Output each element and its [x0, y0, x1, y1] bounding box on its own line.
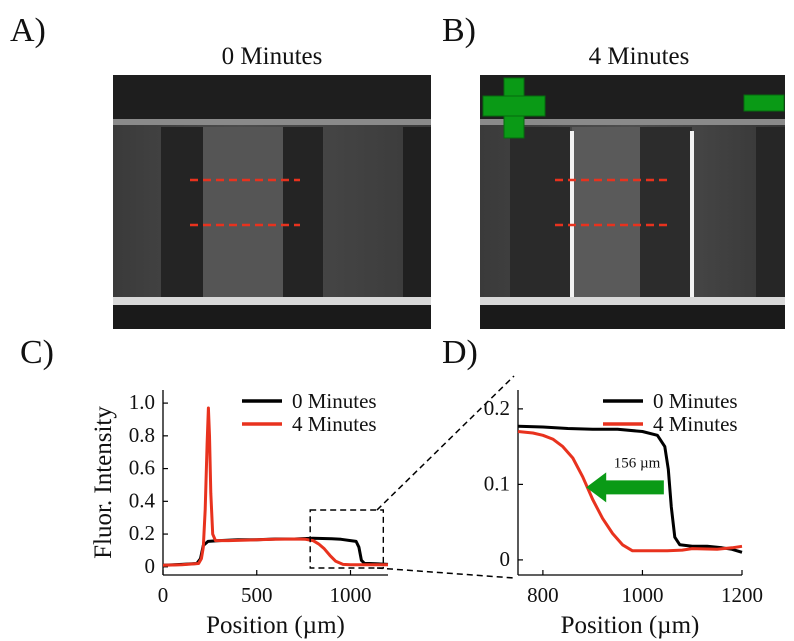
panel-title-b: 4 Minutes [588, 43, 690, 70]
micrograph-0-minutes [113, 75, 431, 329]
panel-letter-b: B) [442, 12, 476, 49]
y-axis-label: Fluor. Intensity [90, 406, 117, 559]
series-line-4-minutes [517, 430, 743, 553]
micrograph-4-minutes [480, 75, 785, 329]
y-tick-label: 0.4 [129, 488, 156, 512]
series-line-0-minutes [517, 424, 743, 554]
shift-label: 156 µm [614, 455, 661, 471]
legend-label: 4 Minutes [653, 412, 738, 436]
panel-title-a: 0 Minutes [221, 43, 323, 70]
legend-label: 0 Minutes [653, 389, 738, 413]
y-tick-label: 1.0 [129, 390, 155, 414]
panel-letter-d: D) [442, 334, 478, 371]
x-tick-label: 0 [158, 583, 169, 607]
zoom-region-box [309, 509, 385, 569]
y-tick-label: 0 [500, 547, 511, 571]
shift-arrow-icon [586, 472, 664, 503]
x-axis-label: Position (µm) [561, 612, 700, 639]
legend-label: 4 Minutes [292, 412, 377, 436]
x-tick-label: 800 [527, 583, 559, 607]
y-tick-label: 0.6 [129, 456, 155, 480]
y-tick-label: 0.1 [484, 471, 510, 495]
minus-electrode-icon [743, 94, 785, 112]
series-line-0-minutes [162, 536, 389, 567]
x-tick-label: 1200 [721, 583, 763, 607]
zoom-connector-top [376, 375, 515, 511]
chart-d: 0 0.1 0.2 800 1000 1200 Position (µm) 0 Minutes… [484, 389, 763, 639]
x-axis-label: Position (µm) [206, 612, 345, 639]
y-tick-label: 0.8 [129, 423, 155, 447]
legend-label: 0 Minutes [292, 389, 377, 413]
x-tick-label: 500 [241, 583, 273, 607]
chart-c: 0 0.2 0.4 0.6 0.8 1.0 0 500 1000 Position (µm) Flu… [90, 389, 389, 639]
plus-electrode-icon [482, 77, 546, 139]
panel-letter-a: A) [10, 12, 46, 49]
zoom-connector-bottom [376, 567, 515, 579]
series-line-4-minutes [162, 406, 389, 567]
x-tick-label: 1000 [330, 583, 372, 607]
x-tick-label: 1000 [621, 583, 663, 607]
y-tick-label: 0 [145, 554, 156, 578]
y-tick-label: 0.2 [484, 396, 510, 420]
y-tick-label: 0.2 [129, 521, 155, 545]
panel-letter-c: C) [20, 334, 54, 371]
